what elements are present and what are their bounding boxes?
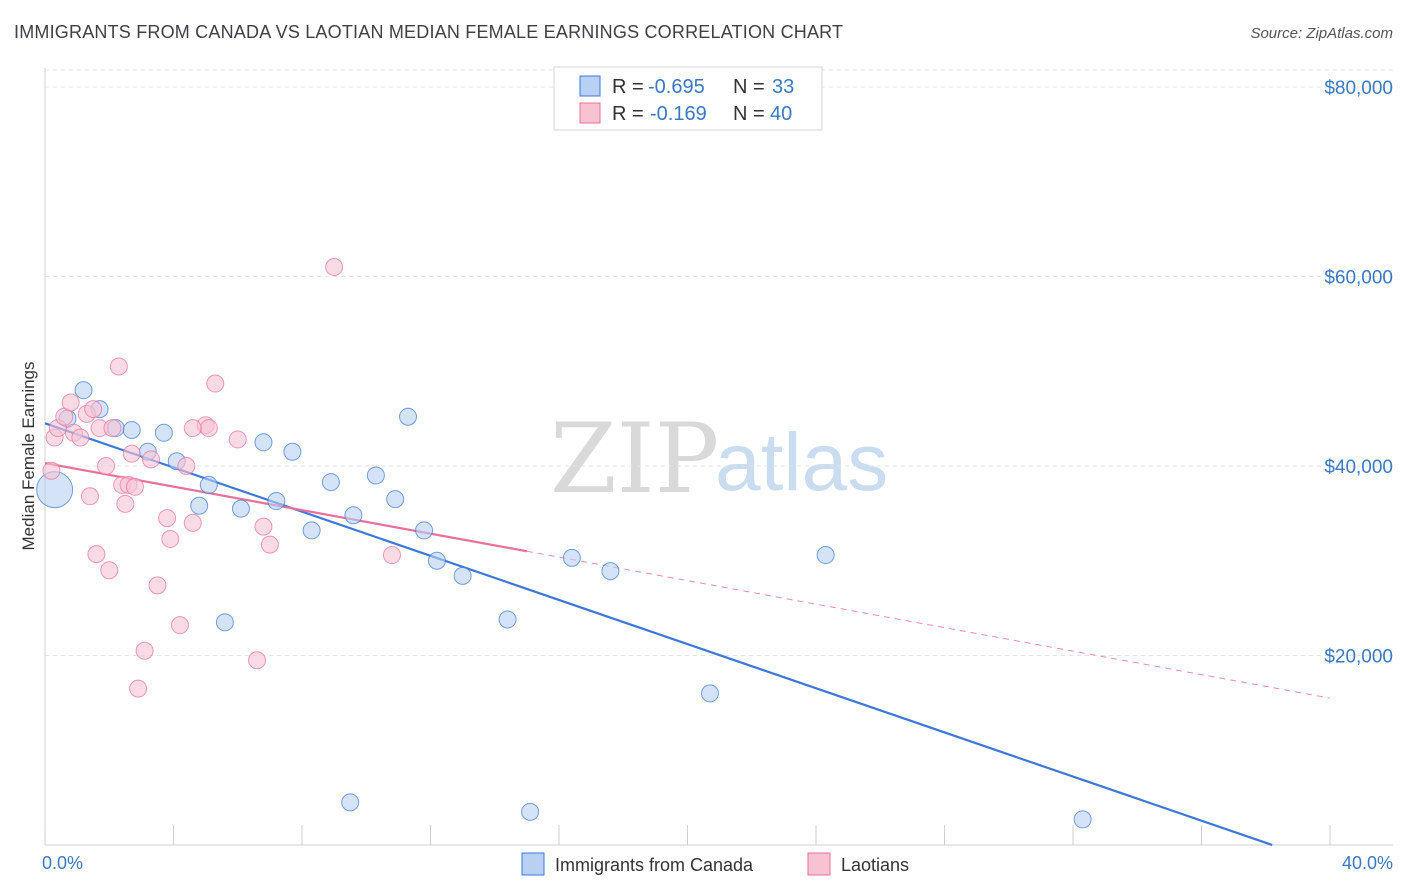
point-laotians-18 — [125, 477, 144, 496]
point-canada-7 — [154, 423, 173, 442]
point-laotians-7 — [80, 487, 99, 506]
point-laotians-30 — [228, 430, 247, 449]
y-tick-label-40000: $40,000 — [1324, 457, 1393, 478]
point-laotians-23 — [161, 529, 180, 548]
y-tick-label-60000: $60,000 — [1324, 267, 1393, 288]
point-canada-24 — [427, 551, 446, 570]
trend-extension-laotians — [526, 550, 1331, 699]
point-laotians-0 — [42, 461, 61, 480]
point-canada-32 — [1073, 810, 1092, 829]
chart-source: Source: ZipAtlas.com — [1250, 25, 1393, 42]
stats-n-label-canada: N = — [733, 76, 765, 98]
x-tick-label-left: 0.0% — [42, 853, 83, 873]
point-laotians-29 — [199, 419, 218, 438]
point-laotians-34 — [325, 257, 344, 276]
point-laotians-19 — [129, 679, 148, 698]
legend-label-laotians: Laotians — [841, 855, 909, 875]
x-tick-labels: 0.0% 40.0% — [42, 853, 1393, 873]
point-laotians-12 — [100, 561, 119, 580]
point-canada-28 — [562, 548, 581, 567]
y-tick-label-20000: $20,000 — [1324, 646, 1393, 667]
legend-swatch-canada — [521, 852, 545, 876]
stats-legend-swatch-laotians — [579, 102, 601, 124]
point-canada-18 — [341, 793, 360, 812]
stats-r-label-canada: R = — [612, 76, 644, 98]
legend-label-canada: Immigrants from Canada — [555, 855, 754, 875]
point-laotians-25 — [177, 456, 196, 475]
point-laotians-39 — [183, 419, 202, 438]
point-canada-13 — [254, 433, 273, 452]
point-canada-17 — [321, 473, 340, 492]
y-axis-label: Median Female Earnings — [19, 362, 38, 551]
watermark-zip: ZIP — [550, 403, 719, 515]
point-canada-23 — [415, 521, 434, 540]
point-laotians-11 — [97, 456, 116, 475]
point-canada-11 — [215, 613, 234, 632]
point-laotians-9 — [87, 545, 106, 564]
point-laotians-32 — [254, 517, 273, 536]
grid — [45, 69, 1393, 656]
point-laotians-26 — [183, 513, 202, 532]
point-canada-9 — [190, 496, 209, 515]
point-laotians-38 — [71, 428, 90, 447]
point-laotians-17 — [122, 444, 141, 463]
point-laotians-33 — [260, 535, 279, 554]
series-legend: Immigrants from Canada Laotians — [521, 852, 909, 876]
x-tick-label-right: 40.0% — [1342, 853, 1393, 873]
point-canada-30 — [700, 684, 719, 703]
point-canada-29 — [601, 562, 620, 581]
point-laotians-20 — [135, 641, 154, 660]
stats-n-label-laotians: N = — [733, 103, 765, 125]
point-canada-2 — [74, 381, 93, 400]
point-canada-10 — [199, 475, 218, 494]
point-canada-12 — [231, 499, 250, 518]
data-points — [36, 257, 1092, 829]
stats-n-value-canada: 33 — [772, 76, 794, 98]
y-tick-label-80000: $80,000 — [1324, 78, 1393, 99]
stats-r-label-laotians: R = — [612, 103, 644, 125]
trend-line-canada — [44, 422, 1273, 847]
chart-title: IMMIGRANTS FROM CANADA VS LAOTIAN MEDIAN… — [14, 22, 843, 42]
point-canada-22 — [399, 407, 418, 426]
point-canada-31 — [816, 546, 835, 565]
point-canada-25 — [453, 566, 472, 585]
point-laotians-28 — [206, 374, 225, 393]
point-canada-26 — [498, 610, 517, 629]
point-laotians-24 — [170, 616, 189, 635]
axes — [44, 68, 1393, 846]
point-canada-19 — [344, 506, 363, 525]
stats-n-value-laotians: 40 — [770, 103, 792, 125]
stats-r-value-canada: -0.695 — [648, 76, 705, 98]
stats-legend: R = -0.695 N = 33 R = -0.169 N = 40 — [553, 66, 823, 131]
point-laotians-4 — [61, 393, 80, 412]
point-canada-21 — [386, 490, 405, 509]
point-laotians-31 — [248, 651, 267, 670]
point-laotians-37 — [103, 419, 122, 438]
point-canada-15 — [283, 442, 302, 461]
point-laotians-35 — [382, 546, 401, 565]
point-laotians-36 — [142, 450, 161, 469]
point-laotians-8 — [84, 400, 103, 419]
point-laotians-13 — [109, 357, 128, 376]
point-canada-16 — [302, 521, 321, 540]
point-laotians-22 — [158, 509, 177, 528]
point-canada-14 — [267, 492, 286, 511]
point-canada-5 — [122, 420, 141, 439]
point-laotians-15 — [116, 494, 135, 513]
stats-r-value-laotians: -0.169 — [650, 103, 707, 125]
point-canada-20 — [366, 466, 385, 485]
point-canada-27 — [521, 802, 540, 821]
y-tick-labels: $20,000 $40,000 $60,000 $80,000 — [1324, 78, 1393, 668]
watermark: ZIP atlas — [550, 403, 888, 515]
point-laotians-21 — [148, 576, 167, 595]
stats-legend-swatch-canada — [579, 75, 601, 97]
watermark-atlas: atlas — [715, 417, 888, 508]
legend-swatch-laotians — [807, 852, 831, 876]
